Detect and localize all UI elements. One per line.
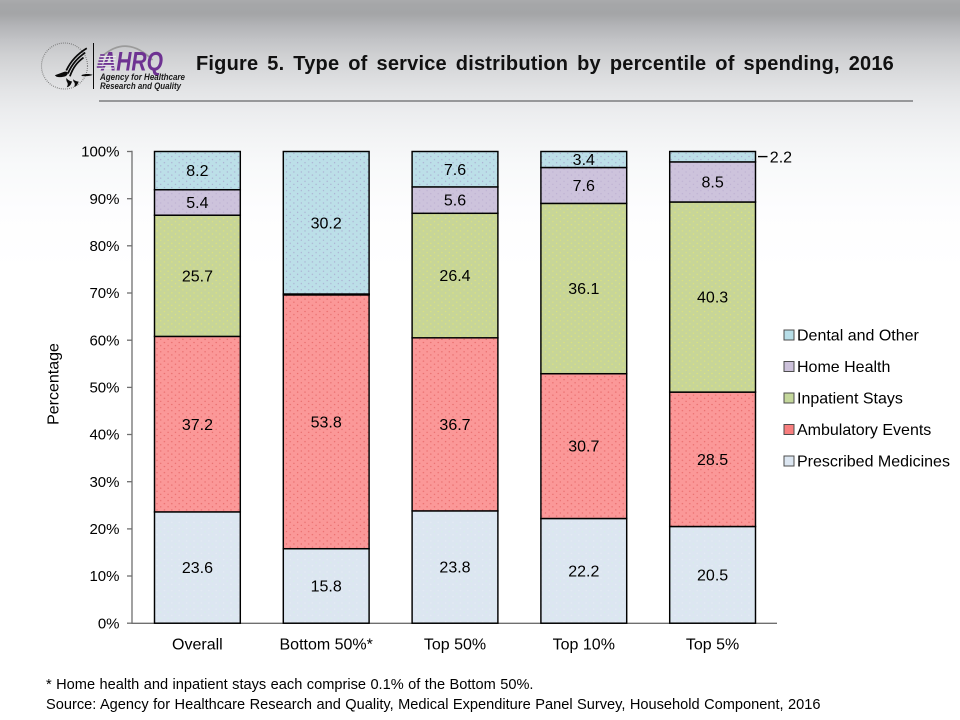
svg-text:3.4: 3.4 — [573, 152, 595, 169]
svg-text:5.6: 5.6 — [444, 193, 466, 210]
svg-text:2.2: 2.2 — [770, 150, 792, 167]
svg-text:5.4: 5.4 — [186, 195, 208, 212]
svg-text:Inpatient Stays: Inpatient Stays — [797, 391, 903, 408]
svg-text:AHRQ: AHRQ — [100, 47, 163, 77]
svg-text:Top 10%: Top 10% — [553, 637, 615, 654]
svg-text:70%: 70% — [89, 285, 119, 302]
svg-text:100%: 100% — [81, 144, 119, 161]
svg-text:23.8: 23.8 — [439, 560, 470, 577]
svg-text:Agency for Healthcare: Agency for Healthcare — [99, 71, 185, 82]
svg-text:7.6: 7.6 — [444, 162, 466, 179]
svg-text:53.8: 53.8 — [311, 414, 342, 431]
svg-text:90%: 90% — [89, 191, 119, 208]
svg-text:Percentage: Percentage — [46, 343, 63, 425]
svg-text:Home Health: Home Health — [797, 359, 890, 376]
svg-text:30.2: 30.2 — [311, 215, 342, 232]
svg-text:Ambulatory Events: Ambulatory Events — [797, 422, 931, 439]
svg-text:28.5: 28.5 — [697, 452, 728, 469]
svg-text:8.5: 8.5 — [701, 175, 723, 192]
svg-text:40%: 40% — [89, 427, 119, 444]
svg-text:23.6: 23.6 — [182, 560, 213, 577]
svg-text:Bottom 50%*: Bottom 50%* — [280, 637, 373, 654]
svg-text:25.7: 25.7 — [182, 268, 213, 285]
svg-text:7.6: 7.6 — [573, 178, 595, 195]
svg-text:20.5: 20.5 — [697, 568, 728, 585]
svg-text:22.2: 22.2 — [568, 564, 599, 581]
svg-text:Overall: Overall — [172, 637, 223, 654]
svg-text:26.4: 26.4 — [439, 268, 470, 285]
svg-text:8.2: 8.2 — [186, 163, 208, 180]
svg-text:30.7: 30.7 — [568, 439, 599, 456]
svg-text:30%: 30% — [89, 474, 119, 491]
svg-text:Research and Quality: Research and Quality — [100, 80, 182, 91]
svg-text:10%: 10% — [89, 568, 119, 585]
svg-text:Top 5%: Top 5% — [686, 637, 739, 654]
svg-text:36.7: 36.7 — [439, 417, 470, 434]
svg-text:0%: 0% — [98, 615, 120, 632]
svg-text:50%: 50% — [89, 380, 119, 397]
svg-text:15.8: 15.8 — [311, 579, 342, 596]
svg-text:Dental and Other: Dental and Other — [797, 328, 920, 345]
svg-text:Prescribed Medicines: Prescribed Medicines — [797, 454, 950, 471]
svg-text:40.3: 40.3 — [697, 290, 728, 307]
svg-text:36.1: 36.1 — [568, 281, 599, 298]
svg-text:20%: 20% — [89, 521, 119, 538]
svg-text:37.2: 37.2 — [182, 417, 213, 434]
svg-text:Top 50%: Top 50% — [424, 637, 486, 654]
svg-text:80%: 80% — [89, 238, 119, 255]
svg-text:60%: 60% — [89, 332, 119, 349]
